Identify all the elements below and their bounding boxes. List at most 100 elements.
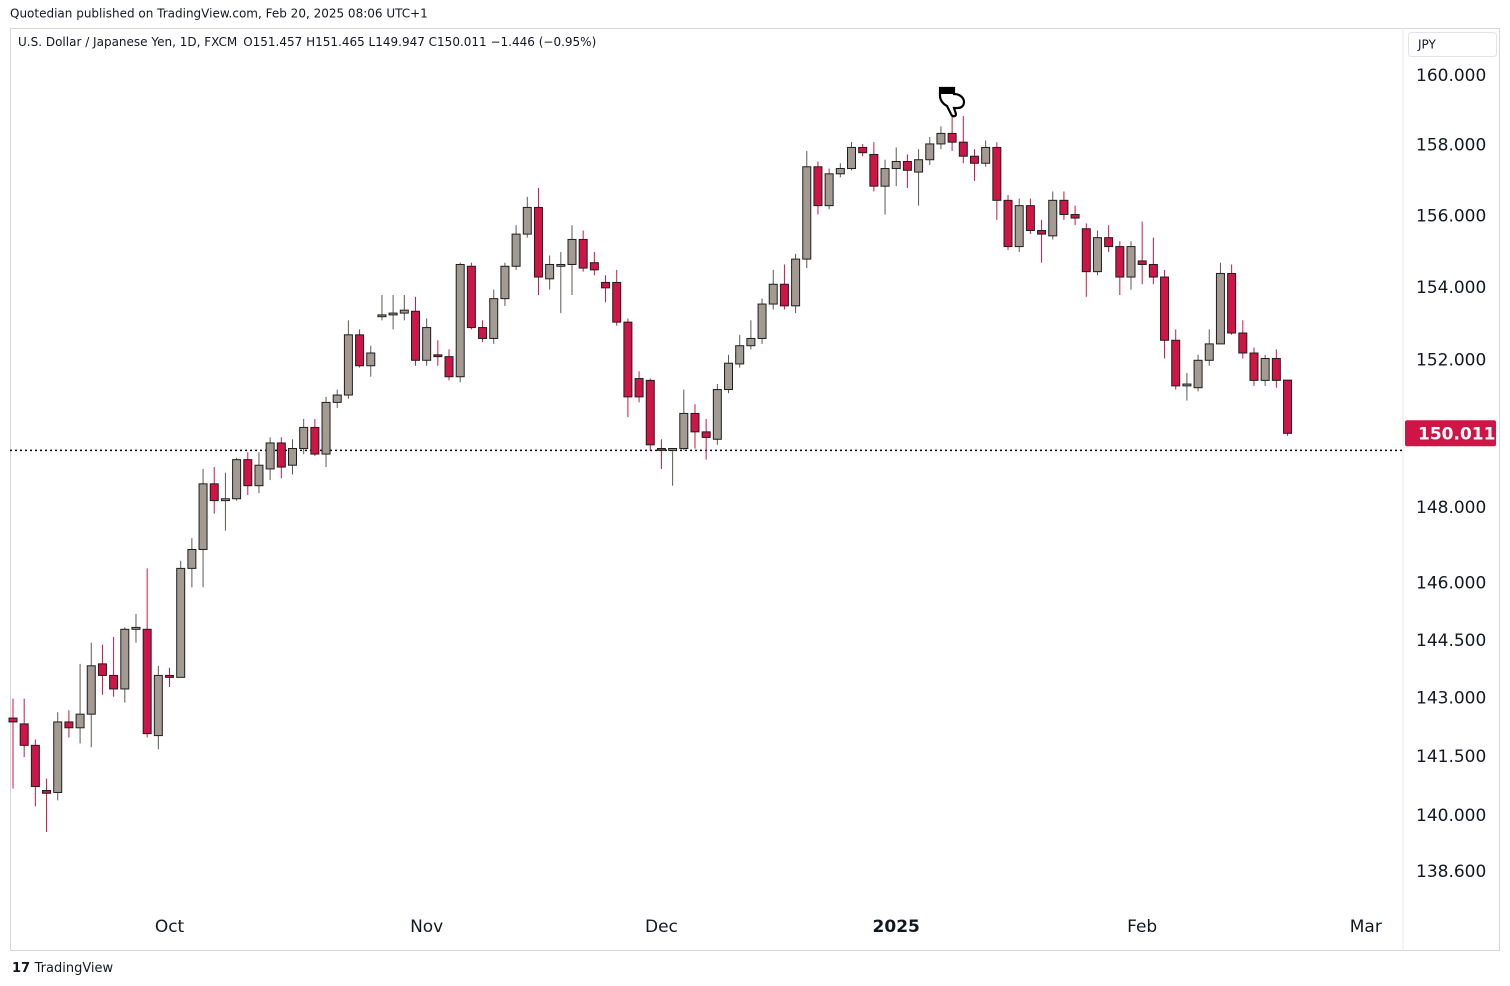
candle-body [813,166,823,207]
candle-body [53,721,63,793]
candle-body [578,238,588,269]
candle-body [567,238,577,265]
candle-body [444,356,454,378]
y-tick-label: 146.000 [1416,574,1486,594]
candle-body [724,362,734,391]
candle-body [1283,379,1293,434]
candle-body [623,321,633,398]
candle-body [656,448,666,451]
y-tick-label: 140.000 [1416,806,1486,826]
candle-body [466,265,476,329]
candle-body [668,448,678,451]
candle-body [1081,228,1091,273]
candle-body [556,263,566,267]
currency[interactable]: JPY [1417,38,1437,52]
candle-body [366,352,376,367]
candle-body [176,567,186,678]
candle-body [1037,230,1047,235]
currency-box[interactable] [1408,32,1497,57]
x-tick-label: 2025 [873,917,920,937]
candle-body [1070,214,1080,219]
candle-body [343,334,353,396]
candle-body [1148,263,1158,278]
candle-body [489,298,499,339]
x-tick-label: Dec [645,917,678,937]
y-tick-label: 144.500 [1416,631,1486,651]
candle-body [232,459,242,500]
candle-body [1048,199,1058,237]
candle-body [947,132,957,143]
published-note: Quotedian published on TradingView.com, … [10,7,428,21]
y-tick-label: 141.500 [1416,747,1486,767]
candle-body [880,168,890,187]
candle-body [500,265,510,300]
y-tick-label: 148.000 [1416,498,1486,518]
candle-body [936,132,946,145]
last-price-label: 150.011 [1418,424,1495,444]
plot-area: 160.000 158.000 156.000 154.000 152.000 148.0… [8,66,1496,937]
candle-body [1160,276,1170,341]
candle-body [422,327,432,361]
candle-body [142,628,152,735]
candle-body [8,717,18,723]
candle-body [925,143,935,161]
candle-body [310,426,320,455]
candle-body [601,281,611,289]
candle-body [690,412,700,433]
candle-body [891,160,901,170]
candle-body [478,327,488,339]
candle-body [1092,237,1102,273]
last-price-box [1405,420,1496,447]
candle-body [522,206,532,235]
candle-body [533,206,543,278]
candle-body [1014,205,1024,248]
x-tick-label: Nov [410,917,443,937]
ohlc-text: O151.457 H151.465 L149.947 C150.011 −1.4… [243,35,596,49]
y-tick-label: 156.000 [1416,206,1486,226]
candle-body [869,153,879,187]
candle-body [634,378,644,398]
candle-body [1249,352,1259,381]
candle-body [858,146,868,154]
candle-body [388,312,398,316]
candle-body [355,334,365,367]
candle-body [791,258,801,307]
candle-body [511,233,521,267]
candle-body [64,721,74,729]
candle-body [746,337,756,347]
candle-body [321,401,331,455]
candle-body [1137,260,1147,265]
candle-body [779,283,789,307]
candle-body [120,628,130,690]
candle-body [1204,343,1214,361]
candle-body [410,310,420,361]
candle-body [902,160,912,171]
candle-body [198,483,208,550]
candle-body [589,262,599,271]
candle-body [824,173,834,207]
candle-body [1271,357,1281,381]
candle-body [75,713,85,729]
candle-body [1171,339,1181,387]
candle-body [276,442,286,468]
candle-body [86,665,96,715]
footer-brand: 17 TradingView [12,961,114,976]
candle-body [288,448,297,466]
candle-body [545,263,555,280]
candle-body [377,314,387,318]
candle-body [42,789,52,794]
y-tick-label: 138.600 [1416,862,1486,882]
candle-body [399,309,409,314]
symbol-legend: U.S. Dollar / Japanese Yen, 1D, FXCM O151… [18,35,596,49]
candle-body [131,626,141,630]
candle-body [97,663,107,676]
candle-body [992,146,1002,201]
candle-body [645,379,655,446]
candle-body [735,345,745,365]
candle-body [847,146,856,170]
candle-body [165,674,175,678]
y-tick-label: 158.000 [1416,136,1486,156]
candle-body [1115,246,1125,278]
candle-body [265,442,275,470]
